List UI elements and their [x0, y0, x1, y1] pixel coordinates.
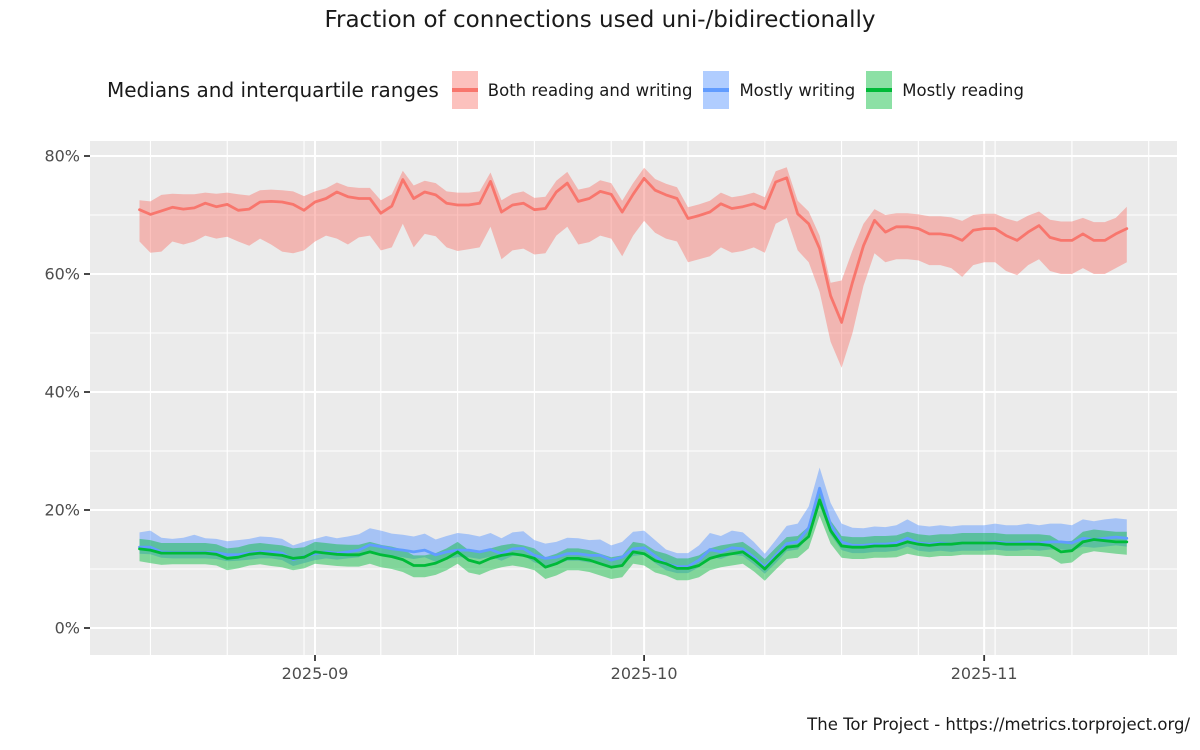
x-tick-label: 2025-11	[951, 664, 1018, 683]
legend-label-mostly-reading: Mostly reading	[902, 80, 1024, 100]
median-line-mostly-reading	[138, 498, 1129, 571]
legend-keyline-green	[866, 88, 893, 92]
legend-item-both-reading-and-writing: Both reading and writing	[451, 71, 693, 109]
x-tick-label: 2025-10	[611, 664, 678, 683]
y-tick-label: 0%	[55, 619, 80, 638]
y-tick-label: 60%	[44, 265, 80, 284]
y-tick-label: 20%	[44, 501, 80, 520]
legend-keyline-red	[451, 88, 478, 92]
legend-title: Medians and interquartile ranges	[107, 78, 439, 102]
legend-label-mostly-writing: Mostly writing	[739, 80, 856, 100]
legend-swatch-red	[451, 71, 478, 109]
legend-keyline-blue	[703, 88, 730, 92]
footer-credit: The Tor Project - https://metrics.torpro…	[807, 715, 1190, 734]
page-title: Fraction of connections used uni-/bidire…	[324, 7, 876, 33]
legend-label-both-reading-and-writing: Both reading and writing	[487, 80, 693, 100]
y-tick-label: 80%	[44, 147, 80, 166]
iqr-ribbon-mostly-reading	[139, 489, 1127, 581]
y-tick-label: 40%	[44, 383, 80, 402]
x-tick-label: 2025-09	[282, 664, 349, 683]
legend-swatch-blue	[703, 71, 730, 109]
legend-item-mostly-reading: Mostly reading	[866, 71, 1024, 109]
legend-item-mostly-writing: Mostly writing	[703, 71, 855, 109]
legend: Medians and interquartile ranges Both re…	[107, 70, 1024, 110]
iqr-ribbon-both-reading-and-writing	[139, 167, 1127, 368]
legend-swatch-green	[866, 71, 893, 109]
median-line-both-reading-and-writing	[138, 176, 1129, 324]
